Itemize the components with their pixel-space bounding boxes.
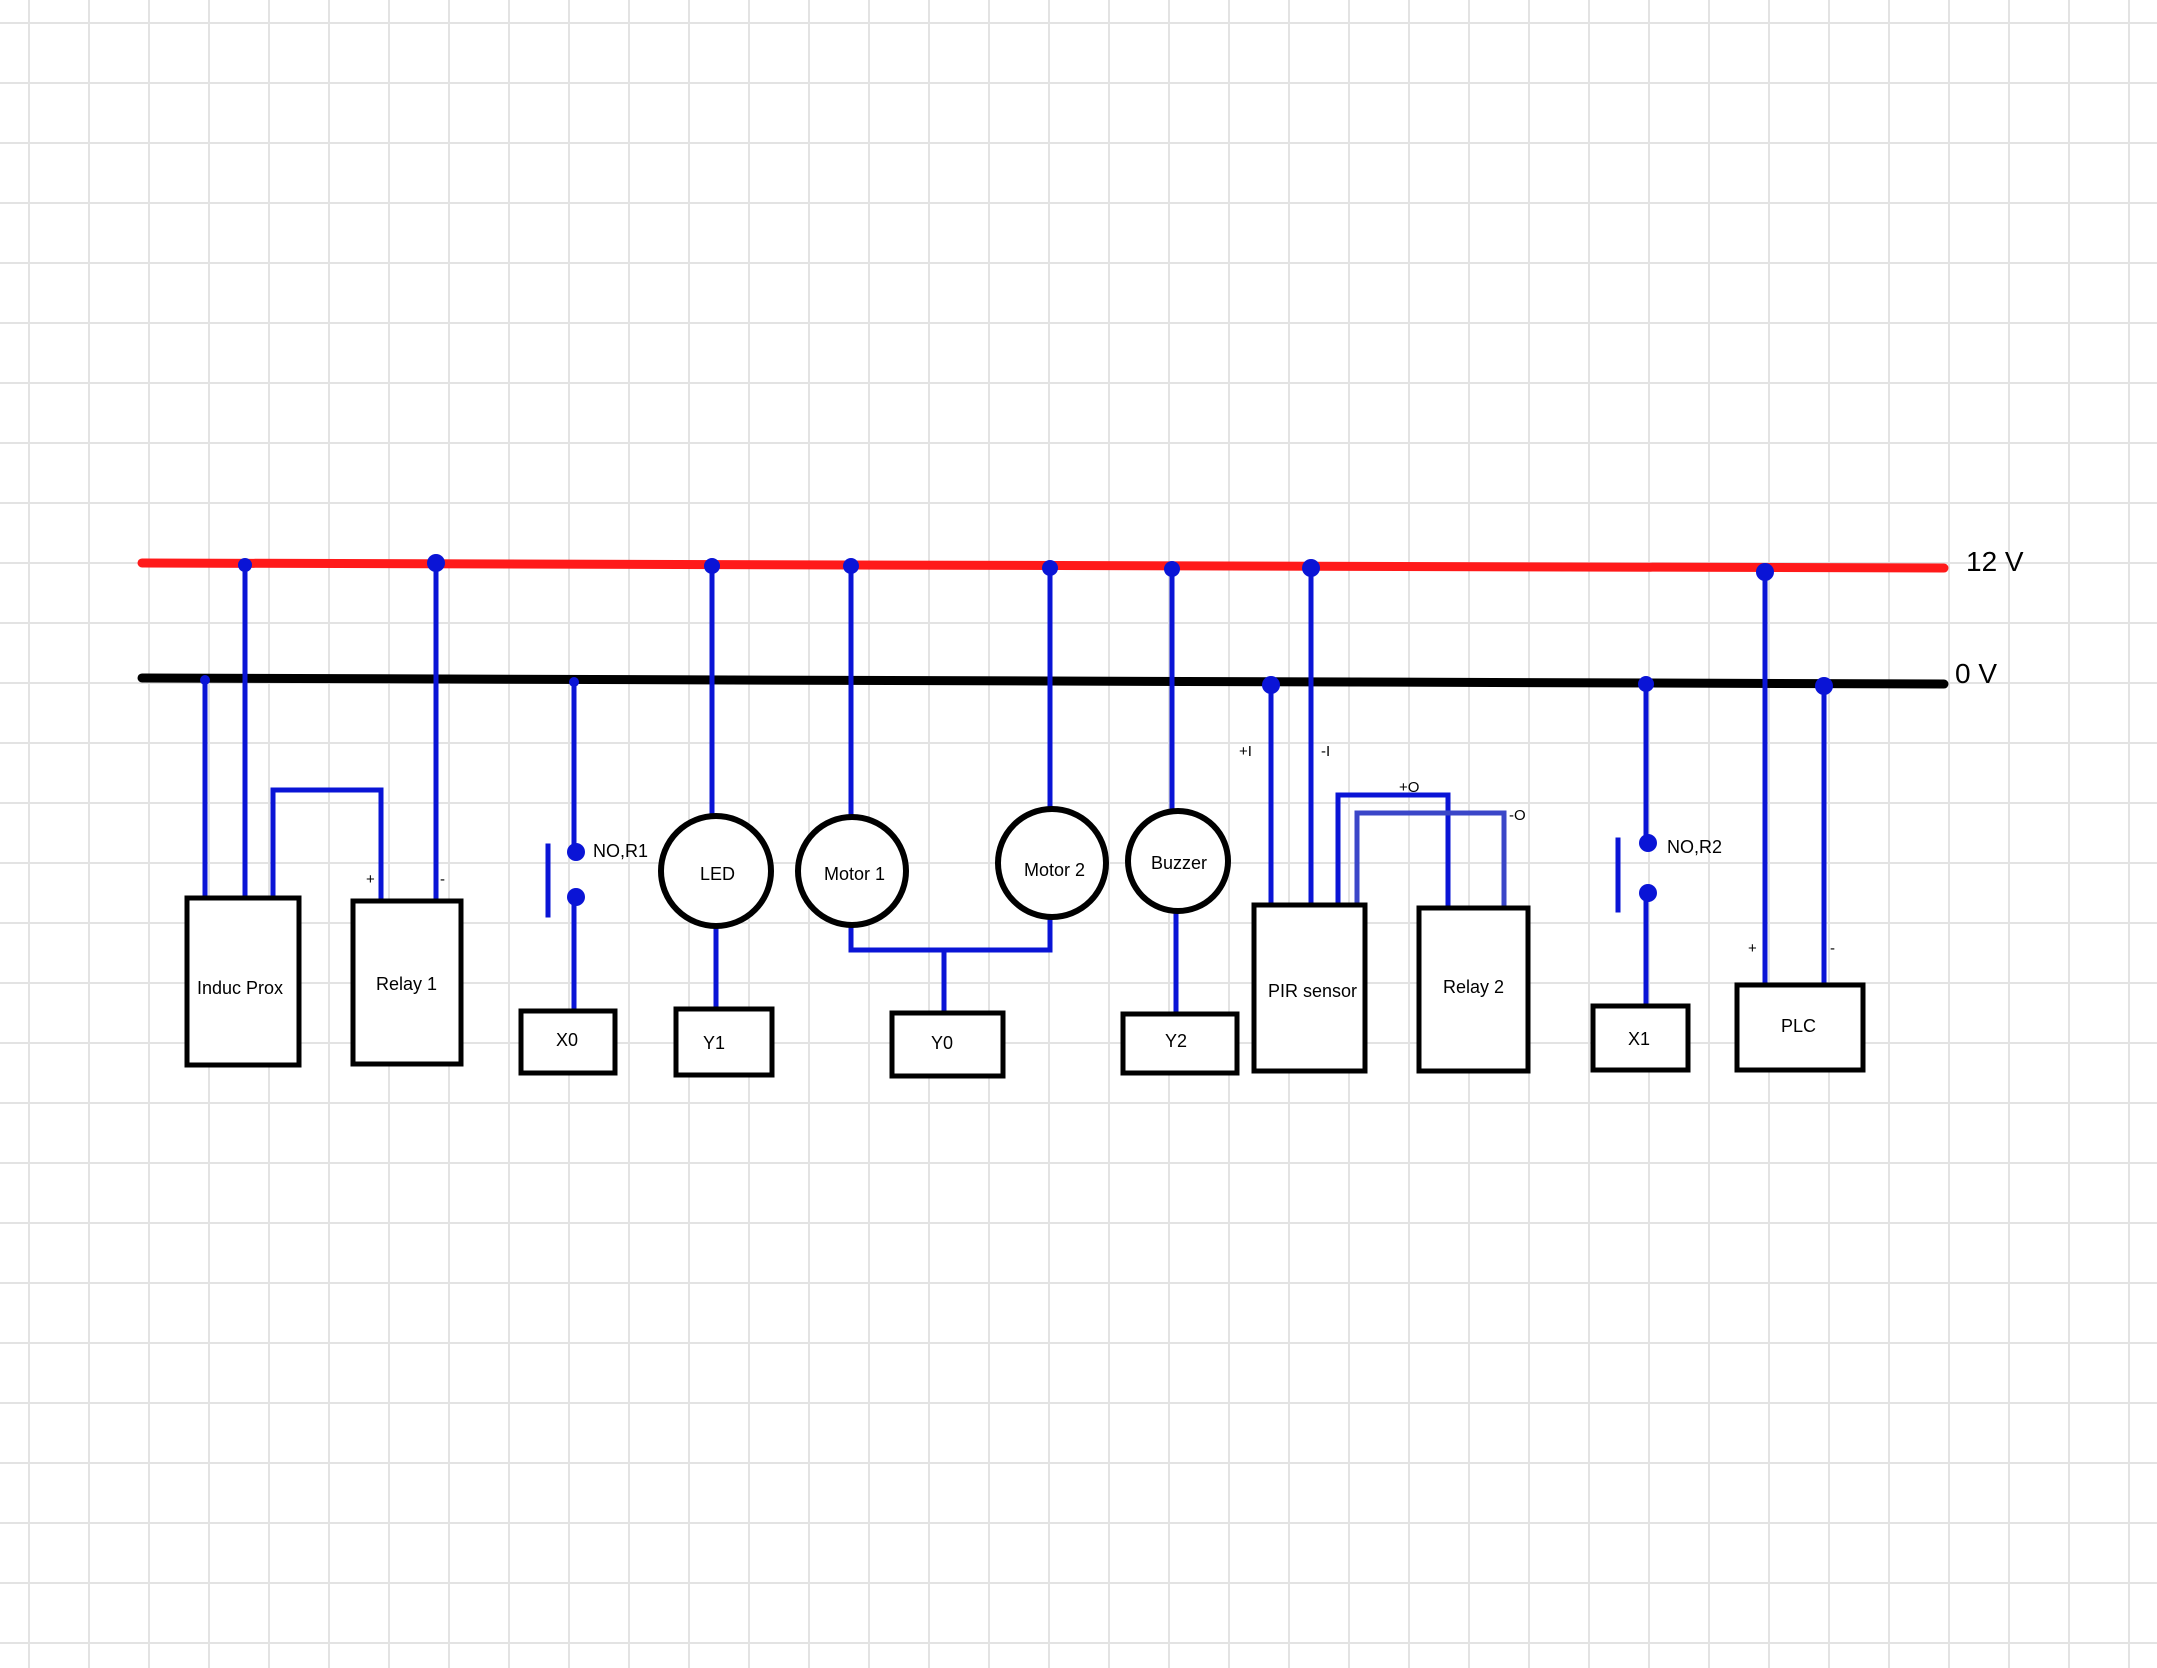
motor-1-label: Motor 1 [824, 864, 885, 884]
x0-label: X0 [556, 1030, 578, 1050]
wires [202, 560, 1827, 1016]
induc-prox: Induc Prox [184, 895, 302, 1068]
junction-dot [200, 675, 210, 685]
wire-pir-plus-o [1335, 792, 1451, 910]
led: LED [658, 813, 774, 929]
junction-dot [238, 558, 252, 572]
x0-input: X0 [518, 1008, 618, 1076]
junction-dot [1164, 561, 1180, 577]
junction-dot [1638, 676, 1654, 692]
motor-1: Motor 1 [795, 814, 909, 928]
junction-dot [427, 554, 445, 572]
switch-r2-label: NO,R2 [1667, 837, 1722, 857]
junction-dot [704, 558, 720, 574]
junction-dot [1815, 677, 1833, 695]
switch-r2-terminal [1639, 834, 1657, 852]
y1-label: Y1 [703, 1033, 725, 1053]
plc-plus: + [1748, 940, 1757, 957]
plc-label: PLC [1781, 1016, 1816, 1036]
junction-dots [200, 554, 1833, 906]
wire-induc-prox-relay1 [270, 787, 384, 903]
junction-dot [1262, 676, 1280, 694]
x1-label: X1 [1628, 1029, 1650, 1049]
junction-dot [569, 677, 579, 687]
switch-r2-terminal [1639, 884, 1657, 902]
relay-1-label: Relay 1 [376, 974, 437, 994]
motor-2-label: Motor 2 [1024, 860, 1085, 880]
pir-plus-o-label: +O [1399, 779, 1419, 796]
pir-sensor: PIR sensor +I -I +O -O [1239, 743, 1526, 1074]
pir-sensor-label: PIR sensor [1268, 981, 1357, 1001]
relay-2-label: Relay 2 [1443, 977, 1504, 997]
rail-0v [137, 673, 1949, 689]
pir-minus-i-label: -I [1321, 743, 1330, 760]
junction-dot [1302, 559, 1320, 577]
y1-output: Y1 [673, 1006, 775, 1078]
y2-label: Y2 [1165, 1031, 1187, 1051]
motor-2: Motor 2 [995, 806, 1109, 920]
led-label: LED [700, 864, 735, 884]
rail-0v-label: 0 V [1955, 658, 1997, 689]
relay-1-plus: + [366, 871, 375, 888]
rail-12v-label: 12 V [1966, 546, 2024, 577]
plc: PLC + - [1734, 940, 1866, 1073]
junction-dot [1756, 563, 1774, 581]
junction-dot [1042, 560, 1058, 576]
switch-r1-terminal [567, 843, 585, 861]
buzzer: Buzzer [1125, 808, 1231, 914]
plc-minus: - [1830, 940, 1835, 957]
x1-input: X1 [1590, 1003, 1691, 1073]
buzzer-label: Buzzer [1151, 853, 1207, 873]
pir-minus-o-label: -O [1509, 807, 1526, 824]
induc-prox-label: Induc Prox [197, 978, 283, 998]
y0-output: Y0 [889, 1010, 1006, 1079]
relay-2: Relay 2 [1416, 905, 1531, 1074]
wire-motor-joint [848, 914, 1053, 953]
relay-1: Relay 1 + - [350, 871, 464, 1067]
junction-dot [843, 558, 859, 574]
y0-label: Y0 [931, 1033, 953, 1053]
switch-r1-terminal [567, 888, 585, 906]
y2-output: Y2 [1120, 1011, 1240, 1076]
switch-r1-label: NO,R1 [593, 841, 648, 861]
wire-pir-minus-o [1354, 810, 1507, 910]
relay-1-minus: - [440, 871, 445, 888]
pir-plus-i-label: +I [1239, 743, 1252, 760]
